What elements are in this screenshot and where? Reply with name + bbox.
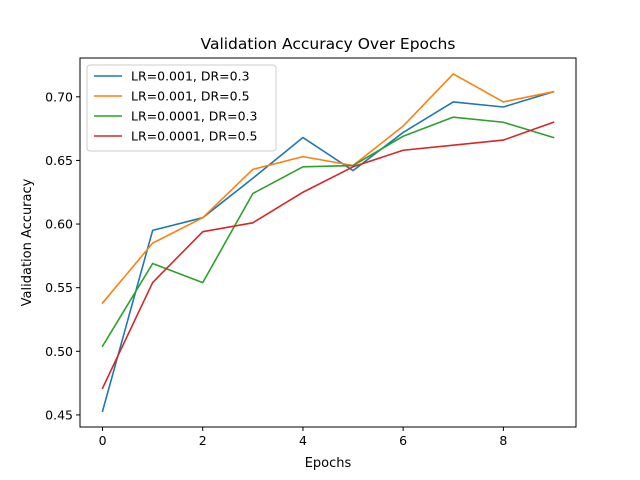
series-line-4 [101,121,555,390]
x-axis-label: Epochs [305,456,352,471]
x-tick-label: 4 [299,433,307,448]
legend-entry-label: LR=0.001, DR=0.3 [131,69,250,84]
x-tick-label: 6 [399,433,407,448]
x-tick-label: 8 [499,433,507,448]
series-line-1 [101,90,555,413]
y-axis-label: Validation Accuracy [20,178,35,306]
legend-box [86,64,277,152]
x-tick-label: 2 [199,433,207,448]
legend-entry-label: LR=0.0001, DR=0.3 [131,109,257,124]
plot-frame [79,57,577,428]
x-tick-label: 0 [99,433,107,448]
legend-entry-label: LR=0.001, DR=0.5 [131,89,250,104]
y-tick-label: 0.65 [45,153,73,168]
y-tick-label: 0.45 [45,407,73,422]
x-axis-ticks: 0 2 4 6 8 [99,427,507,448]
legend-entry-label: LR=0.0001, DR=0.5 [131,129,257,144]
y-tick-label: 0.55 [45,280,73,295]
y-tick-label: 0.60 [45,217,73,232]
series-line-3 [101,116,555,348]
y-axis-ticks: 0.45 0.50 0.55 0.60 0.65 0.70 [45,89,80,422]
y-tick-label: 0.70 [45,89,73,104]
series-line-2 [101,73,555,305]
chart-title: Validation Accuracy Over Epochs [201,35,456,53]
legend: LR=0.001, DR=0.3 LR=0.001, DR=0.5 LR=0.000… [86,64,277,152]
series-layer [101,73,555,413]
y-tick-label: 0.50 [45,344,73,359]
